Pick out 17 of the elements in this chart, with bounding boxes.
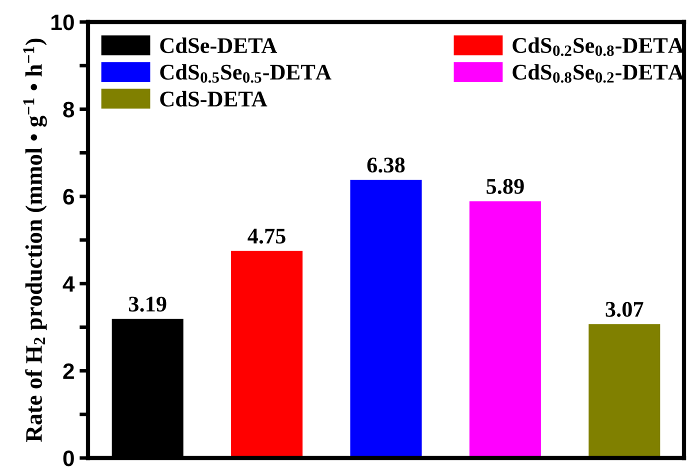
data-label: 5.89 xyxy=(486,178,524,194)
y-tick-label: 10 xyxy=(51,14,74,30)
y-axis-title: Rate of H$_{2}$ production (mmol • g$^{−1}$ • h$^{−1}$) xyxy=(23,38,47,442)
legend-label: CdS-DETA xyxy=(160,90,268,107)
legend-label: CdSe-DETA xyxy=(160,37,278,54)
legend-label: CdS$_{0.5}$Se$_{0.5}$-DETA xyxy=(160,64,332,83)
legend-label: CdS$_{0.2}$Se$_{0.8}$-DETA xyxy=(512,37,684,56)
y-tick-label: 2 xyxy=(63,363,74,379)
y-tick-label: 6 xyxy=(63,188,74,205)
y-tick-label: 4 xyxy=(62,276,75,292)
data-label: 4.75 xyxy=(248,228,286,244)
data-label: 3.07 xyxy=(606,302,644,317)
data-label: 6.38 xyxy=(367,158,405,173)
y-tick-label: 8 xyxy=(63,102,74,118)
y-tick-label: 0 xyxy=(63,450,74,466)
legend-label: CdS$_{0.8}$Se$_{0.2}$-DETA xyxy=(512,64,684,83)
data-label: 3.19 xyxy=(128,296,166,312)
